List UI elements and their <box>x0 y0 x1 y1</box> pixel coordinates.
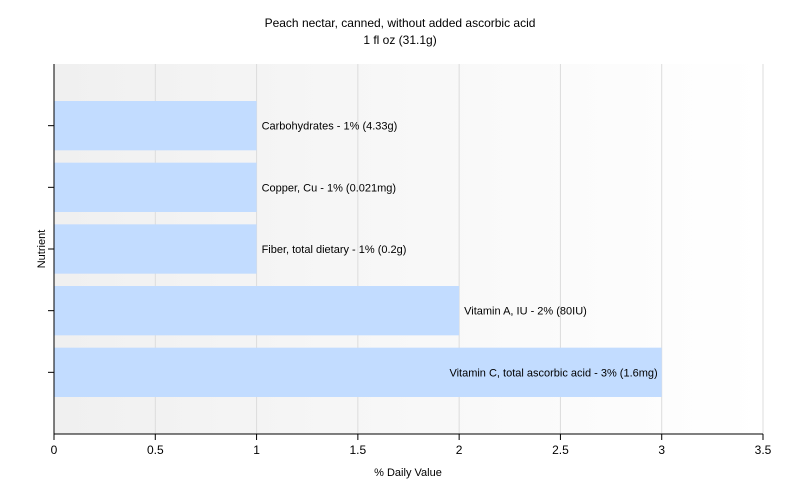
x-tick-label: 0 <box>51 443 58 457</box>
y-axis-label: Nutrient <box>36 230 48 269</box>
x-tick-label: 3 <box>658 443 665 457</box>
x-tick-label: 0.5 <box>147 443 164 457</box>
plot-area: Carbohydrates - 1% (4.33g) Copper, Cu - 1… <box>48 64 772 457</box>
bar <box>54 224 257 274</box>
x-tick-label: 1 <box>253 443 260 457</box>
bar-label: Carbohydrates - 1% (4.33g) <box>262 121 398 133</box>
bar-label: Vitamin A, IU - 2% (80IU) <box>464 306 587 318</box>
x-axis-label: % Daily Value <box>374 467 442 479</box>
x-tick-label: 2.5 <box>552 443 569 457</box>
x-tick-label: 1.5 <box>350 443 367 457</box>
bar-label: Vitamin C, total ascorbic acid - 3% (1.6… <box>449 367 657 379</box>
bar <box>54 101 257 151</box>
bar-label: Fiber, total dietary - 1% (0.2g) <box>262 244 407 256</box>
chart-subtitle: 1 fl oz (31.1g) <box>363 33 436 47</box>
bar-label: Copper, Cu - 1% (0.021mg) <box>262 182 397 194</box>
chart-title: Peach nectar, canned, without added asco… <box>265 16 536 30</box>
bar <box>54 286 460 336</box>
x-tick-label: 3.5 <box>755 443 772 457</box>
bar <box>54 347 662 397</box>
bar <box>54 162 257 212</box>
x-tick-label: 2 <box>456 443 463 457</box>
